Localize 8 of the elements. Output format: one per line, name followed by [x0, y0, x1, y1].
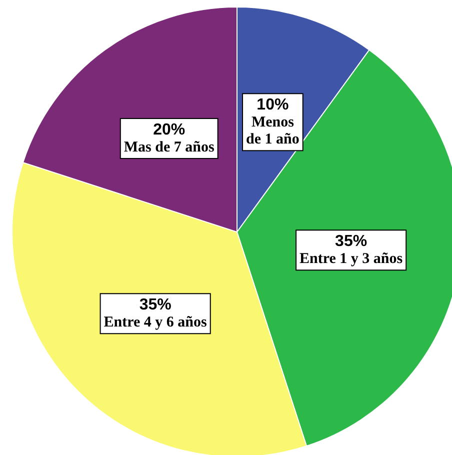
data-label: 10%	[256, 96, 289, 114]
data-label: 35%	[139, 296, 172, 314]
data-label: 35%	[335, 233, 368, 250]
slice-label: Mas de 7 años	[124, 140, 214, 156]
slice-label: Entre 4 y 6 años	[104, 314, 208, 331]
data-label: 20%	[153, 122, 186, 139]
slice-label: Menos de 1 año	[246, 114, 300, 148]
slice-label: Entre 1 y 3 años	[300, 251, 403, 268]
